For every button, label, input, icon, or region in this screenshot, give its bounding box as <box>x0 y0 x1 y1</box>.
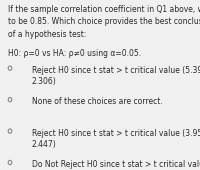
Text: of a hypothesis test:: of a hypothesis test: <box>8 30 86 39</box>
Text: H0: ρ=0 vs HA: ρ≠0 using α=0.05.: H0: ρ=0 vs HA: ρ≠0 using α=0.05. <box>8 49 141 58</box>
Text: Reject H0 since t stat > t critical value (3.952 >
2.447): Reject H0 since t stat > t critical valu… <box>32 129 200 149</box>
Text: to be 0.85. Which choice provides the best conclusion: to be 0.85. Which choice provides the be… <box>8 17 200 26</box>
Text: If the sample correlation coefficient in Q1 above, were: If the sample correlation coefficient in… <box>8 5 200 14</box>
Text: Reject H0 since t stat > t critical value (5.398 >
2.306): Reject H0 since t stat > t critical valu… <box>32 66 200 86</box>
Text: Do Not Reject H0 since t stat > t critical value
(3.952 > 2.447): Do Not Reject H0 since t stat > t critic… <box>32 160 200 170</box>
Text: None of these choices are correct.: None of these choices are correct. <box>32 97 163 106</box>
